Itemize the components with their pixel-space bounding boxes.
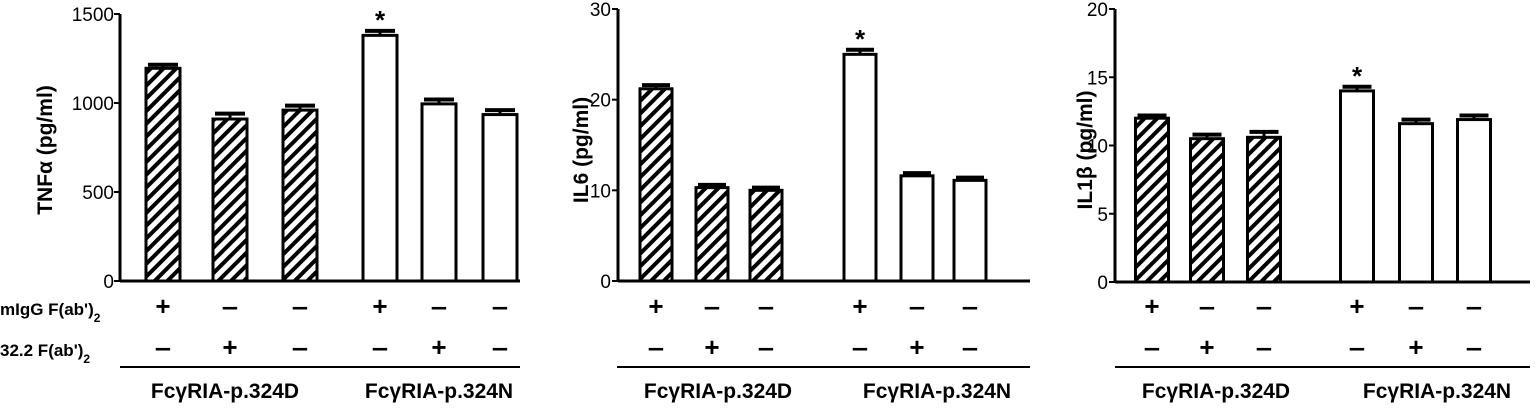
y-tick-label: 10 — [1087, 137, 1108, 158]
treatment-sign: + — [909, 332, 924, 362]
treatment-sign: ‒ — [431, 291, 447, 321]
treatment-sign: ‒ — [372, 332, 388, 362]
group-label: FcγRIA-p.324D — [644, 380, 792, 403]
y-tick-label: 20 — [590, 91, 611, 112]
group-label: FcγRIA-p.324D — [1142, 380, 1290, 403]
treatment-sign: + — [431, 332, 446, 362]
treatment-sign: ‒ — [492, 332, 508, 362]
treatment-sign: + — [1199, 332, 1214, 362]
group-label: FcγRIA-p.324N — [365, 380, 513, 403]
bar — [1134, 116, 1170, 284]
group-label: FcγRIA-p.324D — [151, 380, 299, 403]
bar — [1189, 137, 1225, 284]
group-label: FcγRIA-p.324N — [1363, 380, 1511, 403]
y-tick-label: 0 — [1097, 273, 1108, 294]
treatment-sign: ‒ — [1199, 291, 1215, 321]
treatment-sign: ‒ — [962, 332, 978, 362]
bar — [481, 113, 519, 283]
y-tick-label: 10 — [590, 181, 611, 202]
treatment-sign: + — [648, 291, 663, 321]
bar — [420, 102, 458, 283]
bar — [952, 178, 988, 283]
treatment-sign: ‒ — [909, 291, 925, 321]
group-label: FcγRIA-p.324N — [863, 380, 1011, 403]
significance-marker: * — [375, 5, 386, 35]
treatment-sign: + — [704, 332, 719, 362]
y-tick-label: 15 — [1087, 68, 1108, 89]
y-tick-label: 20 — [1087, 0, 1108, 21]
y-tick-label: 1500 — [72, 5, 114, 26]
y-axis-title: TNFα (pg/ml) — [34, 85, 57, 215]
y-tick-label: 5 — [1097, 205, 1108, 226]
treatment-sign: ‒ — [1408, 291, 1424, 321]
treatment-sign: ‒ — [155, 332, 171, 362]
treatment-sign: ‒ — [1466, 332, 1482, 362]
bar — [899, 174, 935, 283]
bar — [211, 117, 249, 283]
treatment-sign: ‒ — [648, 332, 664, 362]
treatment-sign: ‒ — [1144, 332, 1160, 362]
treatment-sign: + — [222, 332, 237, 362]
treatment-sign: + — [372, 291, 387, 321]
y-tick-label: 0 — [103, 272, 114, 293]
treatment-row-label: 32.2 F(ab')2 — [0, 341, 90, 366]
bar — [281, 108, 319, 283]
chart-panel-3: 0 5 10 15 20 IL1β (pg/ml) * + ‒ ‒ + ‒ ‒ ‒ + ‒ ‒ + ‒ FcγRIA-… — [1074, 0, 1530, 403]
treatment-sign: ‒ — [1349, 332, 1365, 362]
treatment-sign: ‒ — [962, 291, 978, 321]
y-tick-label: 0 — [600, 272, 611, 293]
treatment-sign: ‒ — [758, 291, 774, 321]
bar — [748, 188, 784, 283]
bar — [1246, 135, 1282, 284]
bar — [694, 186, 730, 283]
treatment-sign: ‒ — [704, 291, 720, 321]
y-tick-label: 30 — [590, 0, 611, 21]
treatment-sign: ‒ — [852, 332, 868, 362]
bar — [638, 87, 674, 283]
treatment-sign: ‒ — [1466, 291, 1482, 321]
treatment-sign: ‒ — [492, 291, 508, 321]
bar — [1398, 122, 1434, 284]
bar — [144, 66, 182, 283]
bar — [842, 52, 878, 283]
y-tick-label: 1000 — [72, 94, 114, 115]
treatment-sign: + — [1144, 291, 1159, 321]
treatment-sign: ‒ — [292, 332, 308, 362]
treatment-sign: ‒ — [758, 332, 774, 362]
treatment-sign: ‒ — [222, 291, 238, 321]
treatment-sign: ‒ — [292, 291, 308, 321]
treatment-row-label: mIgG F(ab')2 — [0, 300, 101, 325]
treatment-sign: ‒ — [1256, 291, 1272, 321]
significance-marker: * — [1352, 61, 1363, 91]
treatment-sign: + — [1349, 291, 1364, 321]
y-tick-label: 500 — [82, 183, 114, 204]
treatment-sign: + — [852, 291, 867, 321]
chart-panel-1: 0 500 1000 1500 TNFα (pg/ml) * + ‒ ‒ + ‒ ‒ ‒ + ‒ ‒ + ‒ Fcγ… — [34, 5, 520, 403]
y-axis-title: IL6 (pg/ml) — [570, 97, 593, 203]
bar — [1456, 118, 1492, 284]
treatment-sign: + — [1408, 332, 1423, 362]
significance-marker: * — [855, 24, 866, 54]
bar — [361, 33, 399, 283]
treatment-sign: ‒ — [1256, 332, 1272, 362]
treatment-sign: + — [155, 291, 170, 321]
y-axis-title: IL1β (pg/ml) — [1074, 91, 1097, 210]
bar — [1339, 89, 1375, 284]
chart-panel-2: 0 10 20 30 IL6 (pg/ml) * + ‒ ‒ + ‒ ‒ ‒ + ‒ ‒ + ‒ FcγRIA-p.… — [570, 0, 1030, 403]
